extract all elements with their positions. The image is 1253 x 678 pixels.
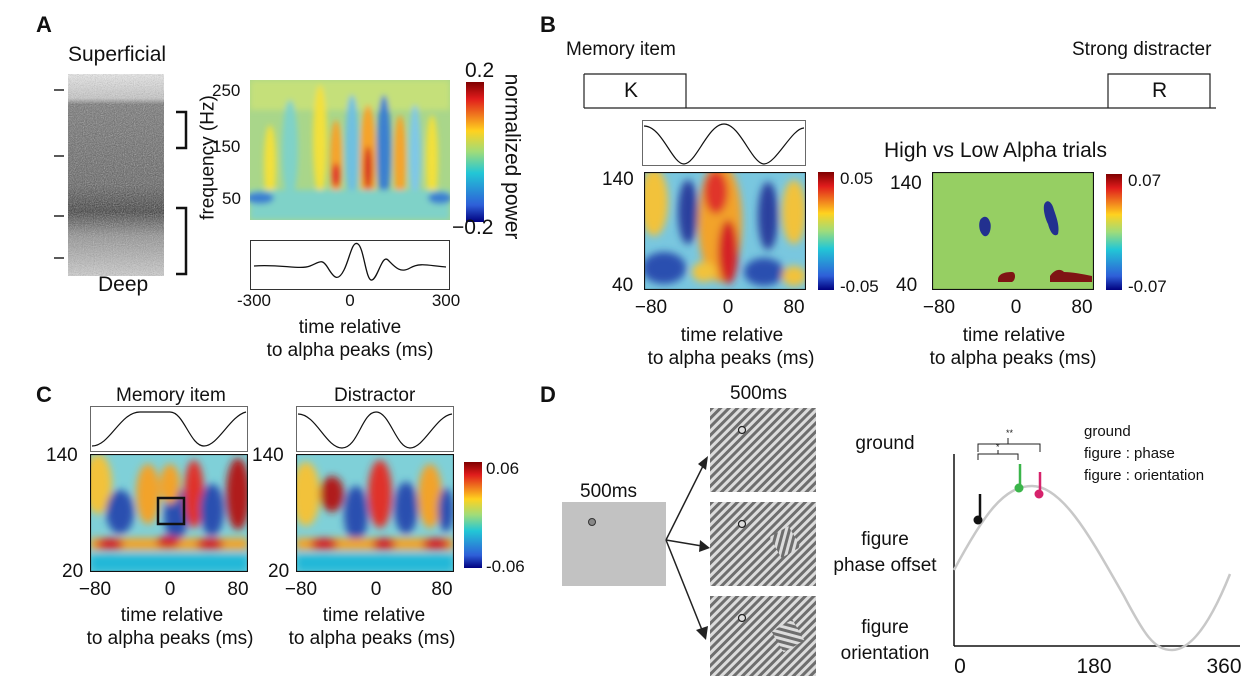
phase-sine-plot: ** * [952,428,1240,652]
panel-c-right-xlabel-2: to alpha peaks (ms) [288,628,456,649]
panel-b-right-heatmap [932,172,1094,290]
panel-b-left-xlabel-2: to alpha peaks (ms) [647,348,815,369]
panel-c-left-xtick-0: 0 [164,579,176,600]
panel-c-right-xlabel-1: time relative [322,605,426,626]
sine-curve [952,484,1232,652]
panel-b-right-cbar-max: 0.07 [1128,171,1162,190]
panel-c-left-heatmap [90,454,248,572]
panel-c-right-ytick-140: 140 [252,445,284,466]
panel-d-xtick-0: 0 [954,655,966,678]
sig-single: * [996,442,1000,452]
panel-c-left-title: Memory item [116,385,226,406]
panel-b-right-xlabel-2: to alpha peaks (ms) [929,348,1097,369]
condition-phase-line1: figure [861,529,909,550]
panel-b-left-colorbar [818,172,834,290]
panel-c-right-title: Distractor [334,385,416,406]
panel-c-left-xtick-pos: 80 [227,579,249,600]
condition-orientation-line2: orientation [840,643,930,664]
panel-a-xlabel-2: to alpha peaks (ms) [266,340,434,361]
phase-marker [1014,483,1024,493]
panel-b-right-xtick-pos: 80 [1071,297,1093,318]
panel-c-cbar-max: 0.06 [486,459,520,478]
panel-b-left-xtick-0: 0 [722,297,734,318]
phase-offset-stimulus [710,502,816,586]
panel-b-left-xlabel-1: time relative [680,325,784,346]
ground-marker [973,515,983,525]
deep-label: Deep [98,273,149,296]
panel-b-right-xtick-neg: −80 [922,297,956,318]
panel-a-colorbar [466,82,484,222]
panel-c-left-ytick-140: 140 [46,445,78,466]
panel-a-alpha-trace [250,240,450,290]
panel-d-second-duration: 500ms [730,383,788,404]
panel-a-cbar-min: −0.2 [452,216,494,239]
panel-b-left-xtick-neg: −80 [634,297,668,318]
panel-c-right-alpha-cycle [296,406,454,452]
panel-a-tf-heatmap [250,80,450,220]
memory-letter: K [624,79,639,102]
panel-b-left-cbar-min: -0.05 [840,277,879,296]
panel-a-xtick-pos: 300 [431,291,461,310]
panel-a-ytick-150: 150 [212,137,241,156]
panel-b-right-ytick-40: 40 [896,275,918,296]
panel-b-left-xtick-pos: 80 [783,297,805,318]
memory-item-label: Memory item [566,39,676,60]
panel-b-right-title: High vs Low Alpha trials [884,139,1107,162]
panel-b-left-heatmap [644,172,806,290]
panel-b-right-xtick-0: 0 [1010,297,1022,318]
panel-b-right-ytick-140: 140 [890,173,922,194]
panel-b-left-ytick-40: 40 [612,275,634,296]
panel-a-ytick-250: 250 [212,81,241,100]
condition-phase-line2: phase offset [833,555,937,576]
orientation-marker [1034,489,1044,499]
panel-a-letter: A [36,12,52,37]
panel-b-right-xlabel-1: time relative [962,325,1066,346]
laminar-profile-image [54,74,188,276]
panel-c-left-xtick-neg: −80 [78,579,112,600]
legend-ground: ground [1084,423,1131,440]
panel-b-left-cbar-max: 0.05 [840,169,874,188]
panel-c-left-xlabel-2: to alpha peaks (ms) [86,628,254,649]
panel-c-cbar-min: -0.06 [486,557,525,576]
strong-distracter-label: Strong distracter [1072,39,1212,60]
condition-ground: ground [855,433,915,454]
panel-c-right-xtick-pos: 80 [431,579,453,600]
panel-c-left-xlabel-1: time relative [120,605,224,626]
panel-a-xlabel-1: time relative [298,317,402,338]
panel-d-letter: D [540,382,556,407]
fixation-screen [562,502,666,586]
panel-c-left-alpha-cycle [90,406,248,452]
panel-a-xtick-neg: -300 [236,291,272,310]
panel-a-cbar-label: normalized power [500,73,524,240]
condition-orientation-line1: figure [861,617,909,638]
panel-c-left-ytick-20: 20 [62,561,84,582]
panel-d-xtick-180: 180 [1076,655,1112,678]
panel-a-cbar-max: 0.2 [465,59,495,82]
panel-b-left-ytick-140: 140 [602,169,634,190]
orientation-stimulus [710,596,816,676]
panel-d-xtick-360: 360 [1206,655,1242,678]
panel-b-alpha-cycle [642,120,806,166]
panel-a-xtick-0: 0 [345,291,355,310]
panel-c-letter: C [36,382,52,407]
legend-figure-phase: figure : phase [1084,445,1175,462]
stimulus-arrows [665,456,710,640]
legend-figure-orientation: figure : orientation [1084,467,1205,484]
trial-timeline [583,73,1216,109]
panel-b-letter: B [540,12,556,37]
panel-c-colorbar [464,462,482,568]
panel-a-ytick-50: 50 [222,189,241,208]
panel-b-right-cbar-min: -0.07 [1128,277,1167,296]
panel-c-right-ytick-20: 20 [268,561,290,582]
distracter-letter: R [1152,79,1168,102]
panel-c-right-xtick-0: 0 [370,579,382,600]
sig-double: ** [1006,428,1014,438]
panel-c-right-heatmap [296,454,454,572]
ground-stimulus [710,408,816,492]
panel-b-right-colorbar [1106,174,1122,290]
superficial-label: Superficial [68,43,167,66]
panel-d-first-duration: 500ms [580,481,638,502]
panel-c-right-xtick-neg: −80 [284,579,318,600]
